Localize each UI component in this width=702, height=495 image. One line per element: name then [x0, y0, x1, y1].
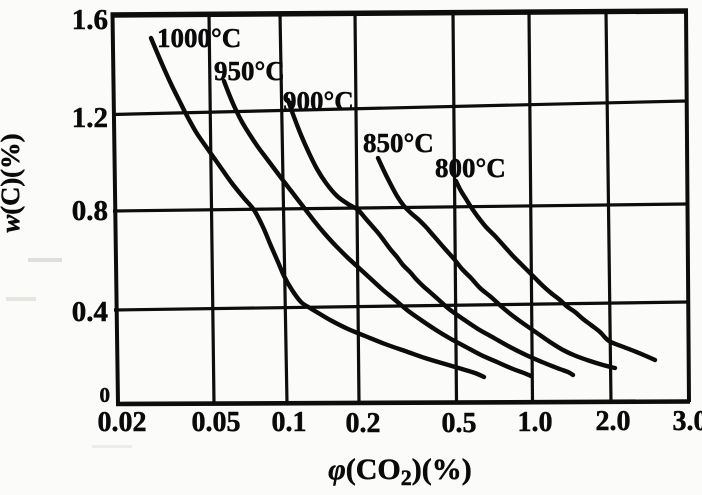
svg-text:0.02: 0.02 [98, 407, 147, 438]
svg-text:900°C: 900°C [283, 86, 354, 116]
svg-text:1.2: 1.2 [72, 102, 108, 134]
svg-text:φ(CO2)(%): φ(CO2)(%) [328, 453, 472, 490]
svg-text:800°C: 800°C [435, 153, 506, 183]
svg-text:0.4: 0.4 [72, 296, 108, 328]
svg-text:950°C: 950°C [214, 56, 285, 86]
svg-text:0.05: 0.05 [192, 407, 241, 438]
svg-text:0: 0 [100, 383, 111, 407]
svg-text:0.2: 0.2 [346, 408, 381, 439]
svg-text:1.0: 1.0 [518, 407, 553, 438]
svg-text:2.0: 2.0 [596, 406, 631, 437]
svg-text:1000°C: 1000°C [157, 23, 241, 53]
svg-text:w(C)(%): w(C)(%) [0, 134, 25, 233]
svg-text:850°C: 850°C [363, 128, 434, 158]
svg-text:0.1: 0.1 [272, 407, 307, 438]
svg-text:0.5: 0.5 [442, 408, 477, 439]
svg-text:1.6: 1.6 [72, 4, 108, 36]
svg-text:0.8: 0.8 [72, 195, 108, 227]
svg-text:3.0: 3.0 [673, 406, 702, 437]
